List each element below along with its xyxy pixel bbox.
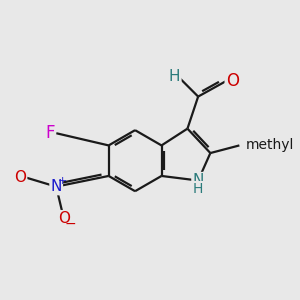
Text: N: N bbox=[50, 179, 62, 194]
Text: O: O bbox=[226, 72, 239, 90]
Text: −: − bbox=[65, 217, 76, 231]
Text: O: O bbox=[14, 170, 26, 185]
Text: methyl: methyl bbox=[246, 138, 294, 152]
Text: H: H bbox=[169, 69, 180, 84]
Text: +: + bbox=[58, 176, 68, 185]
Text: H: H bbox=[193, 182, 203, 196]
Text: O: O bbox=[58, 211, 70, 226]
Text: N: N bbox=[193, 173, 204, 188]
Text: F: F bbox=[45, 124, 55, 142]
